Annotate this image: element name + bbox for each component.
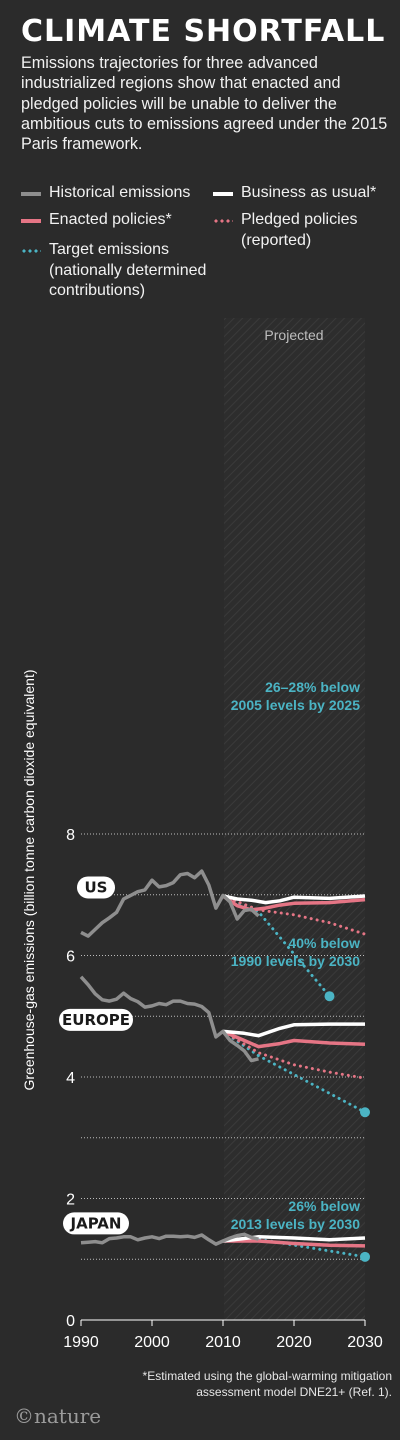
nature-logo: ©nature bbox=[14, 1404, 102, 1428]
legend-item-bau: Business as usual* bbox=[213, 183, 376, 204]
legend-label-target-line: contributions) bbox=[49, 282, 146, 299]
chart-title: CLIMATE SHORTFALL bbox=[21, 14, 386, 49]
japan-enacted-line bbox=[223, 1239, 366, 1248]
y-tick-label: 2 bbox=[66, 1192, 75, 1209]
us-target-annotation: 26–28% below bbox=[265, 679, 360, 695]
bau-swatch bbox=[213, 192, 233, 196]
us-region-label: US bbox=[85, 878, 108, 896]
pledged-swatch bbox=[213, 219, 233, 223]
y-tick-label: 8 bbox=[66, 827, 75, 844]
us-enacted-line bbox=[222, 894, 366, 912]
projected-band bbox=[224, 318, 365, 1320]
legend-label-target-line: Target emissions bbox=[49, 241, 170, 258]
chart-subtitle: Emissions trajectories for three advance… bbox=[21, 54, 388, 154]
enacted-swatch bbox=[21, 219, 41, 223]
x-tick-label: 2020 bbox=[276, 1334, 312, 1351]
legend-label-pledged: Pledged policies (reported) bbox=[241, 210, 358, 251]
europe-region-label: EUROPE bbox=[62, 1011, 130, 1029]
us-bau-line bbox=[222, 894, 366, 905]
europe-target-point bbox=[360, 1107, 370, 1118]
legend-label-target: Target emissions (nationally determined … bbox=[49, 240, 206, 302]
footnote-line: *Estimated using the global-warming miti… bbox=[142, 1369, 392, 1383]
x-tick-label: 2000 bbox=[134, 1334, 170, 1351]
legend-item-pledged: Pledged policies (reported) bbox=[213, 210, 358, 251]
europe-target-annotation: 1990 levels by 2030 bbox=[231, 953, 360, 969]
y-tick-label: 4 bbox=[66, 1070, 75, 1087]
us-target-point bbox=[324, 991, 335, 1002]
legend: Historical emissions Business as usual* … bbox=[21, 183, 396, 303]
legend-item-target: Target emissions (nationally determined … bbox=[21, 240, 206, 302]
europe-pledged-line bbox=[221, 1029, 367, 1080]
japan-target-annotation: 26% below bbox=[288, 1198, 360, 1214]
us-target-annotation: 2005 levels by 2025 bbox=[231, 697, 360, 713]
y-tick-label: 6 bbox=[66, 949, 75, 966]
projected-label: Projected bbox=[264, 327, 323, 343]
footnote-line: assessment model DNE21+ (Ref. 1). bbox=[196, 1385, 392, 1399]
japan-target-point bbox=[360, 1251, 370, 1262]
japan-target-annotation: 2013 levels by 2030 bbox=[231, 1216, 360, 1232]
japan-historical-line bbox=[80, 1232, 259, 1246]
legend-label-enacted: Enacted policies* bbox=[49, 211, 172, 228]
us-region-badge bbox=[77, 876, 115, 899]
legend-label-target-line: (nationally determined bbox=[49, 261, 207, 279]
europe-enacted-line bbox=[222, 1029, 366, 1049]
europe-target-line bbox=[221, 1029, 367, 1114]
europe-region-badge bbox=[59, 1008, 133, 1031]
us-pledged-line bbox=[221, 894, 367, 936]
europe-target-annotation: 40% below bbox=[288, 935, 360, 951]
legend-item-enacted: Enacted policies* bbox=[21, 210, 172, 231]
legend-label-bau: Business as usual* bbox=[241, 184, 377, 201]
x-tick-label: 2010 bbox=[205, 1334, 241, 1351]
legend-item-historical: Historical emissions bbox=[21, 183, 190, 204]
y-tick-label: 0 bbox=[66, 1313, 75, 1330]
y-axis-label: Greenhouse-gas emissions (billion tonne … bbox=[21, 669, 37, 1090]
legend-label-pledged-line: Pledged policies bbox=[241, 211, 358, 228]
europe-historical-line bbox=[79, 975, 259, 1063]
x-tick-label: 1990 bbox=[63, 1334, 99, 1351]
europe-bau-line bbox=[222, 1022, 365, 1038]
japan-region-badge bbox=[63, 1212, 129, 1235]
japan-region-label: JAPAN bbox=[70, 1214, 122, 1232]
us-historical-line bbox=[80, 869, 260, 938]
historical-swatch bbox=[21, 192, 41, 196]
legend-label-pledged-line: (reported) bbox=[241, 231, 312, 249]
target-swatch bbox=[21, 249, 41, 253]
footnote: *Estimated using the global-warming miti… bbox=[62, 1368, 392, 1400]
x-tick-label: 2030 bbox=[347, 1334, 383, 1351]
legend-label-historical: Historical emissions bbox=[49, 184, 191, 201]
japan-bau-line bbox=[222, 1235, 366, 1243]
